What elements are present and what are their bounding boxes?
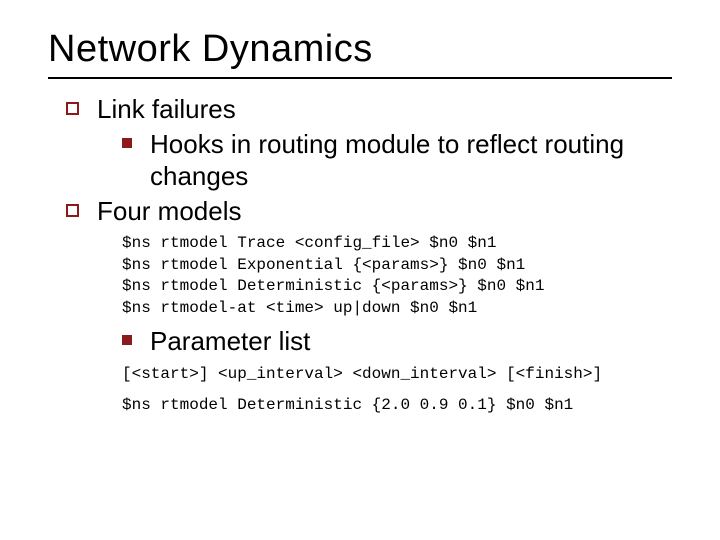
code-line: $ns rtmodel Deterministic {<params>} $n0… xyxy=(122,277,544,295)
slide-title: Network Dynamics xyxy=(48,28,672,71)
code-line: $ns rtmodel Trace <config_file> $n0 $n1 xyxy=(122,234,496,252)
code-block-models: $ns rtmodel Trace <config_file> $n0 $n1 … xyxy=(122,233,672,319)
square-solid-icon xyxy=(122,138,132,148)
code-line: $ns rtmodel Exponential {<params>} $n0 $… xyxy=(122,256,525,274)
subbullet-parameter-list: Parameter list xyxy=(122,325,672,358)
subbullet-text: Parameter list xyxy=(150,325,310,358)
subbullet-hooks: Hooks in routing module to reflect routi… xyxy=(122,128,672,193)
code-line-example: $ns rtmodel Deterministic {2.0 0.9 0.1} … xyxy=(122,395,672,417)
bullet-link-failures: Link failures xyxy=(66,93,672,126)
slide: Network Dynamics Link failures Hooks in … xyxy=(0,0,720,540)
code-line-params: [<start>] <up_interval> <down_interval> … xyxy=(122,364,672,386)
bullet-text: Link failures xyxy=(97,93,236,126)
subbullet-text: Hooks in routing module to reflect routi… xyxy=(150,128,672,193)
square-open-icon xyxy=(66,102,79,115)
bullet-text: Four models xyxy=(97,195,242,228)
bullet-four-models: Four models xyxy=(66,195,672,228)
square-solid-icon xyxy=(122,335,132,345)
code-line: $ns rtmodel-at <time> up|down $n0 $n1 xyxy=(122,299,477,317)
square-open-icon xyxy=(66,204,79,217)
title-rule xyxy=(48,77,672,79)
